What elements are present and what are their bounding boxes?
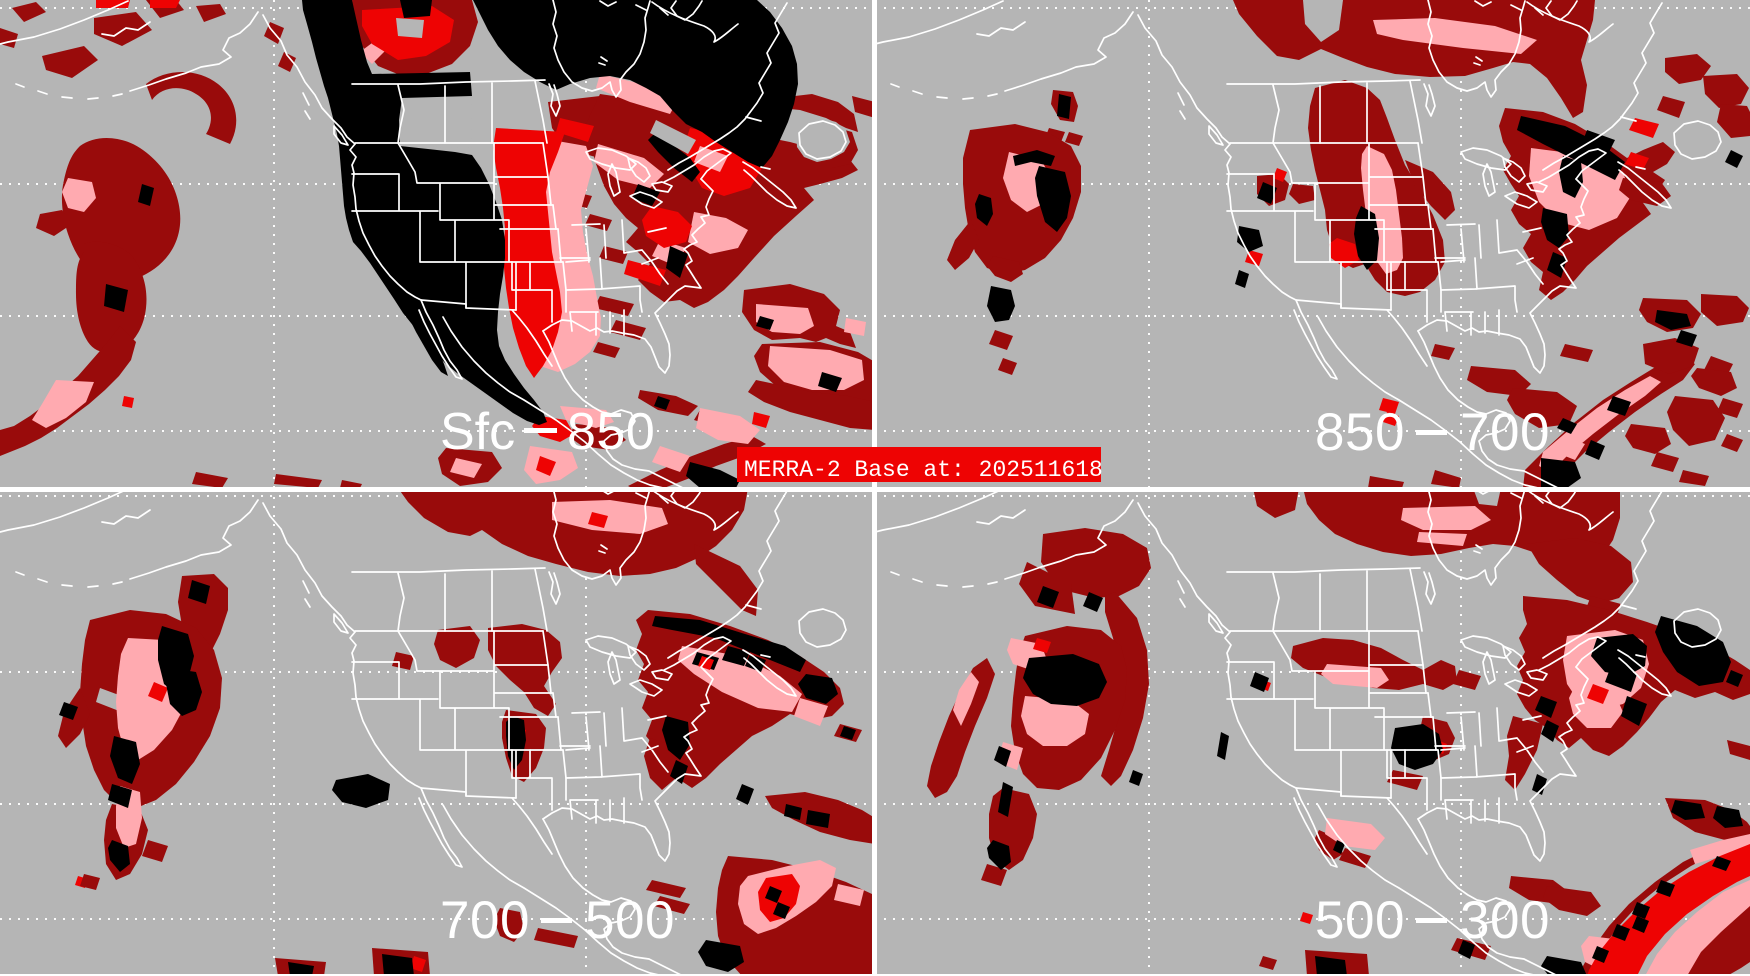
svg-text:Sfc: Sfc (440, 403, 515, 461)
svg-text:500: 500 (1315, 891, 1405, 950)
svg-text:MERRA-2 Base at: 202511618: MERRA-2 Base at: 202511618 (744, 457, 1103, 483)
svg-text:850: 850 (1315, 403, 1405, 462)
svg-text:700: 700 (1460, 403, 1550, 462)
svg-text:500: 500 (585, 891, 675, 950)
svg-text:700: 700 (440, 891, 530, 950)
svg-text:300: 300 (1460, 891, 1550, 950)
svg-text:850: 850 (567, 403, 655, 461)
